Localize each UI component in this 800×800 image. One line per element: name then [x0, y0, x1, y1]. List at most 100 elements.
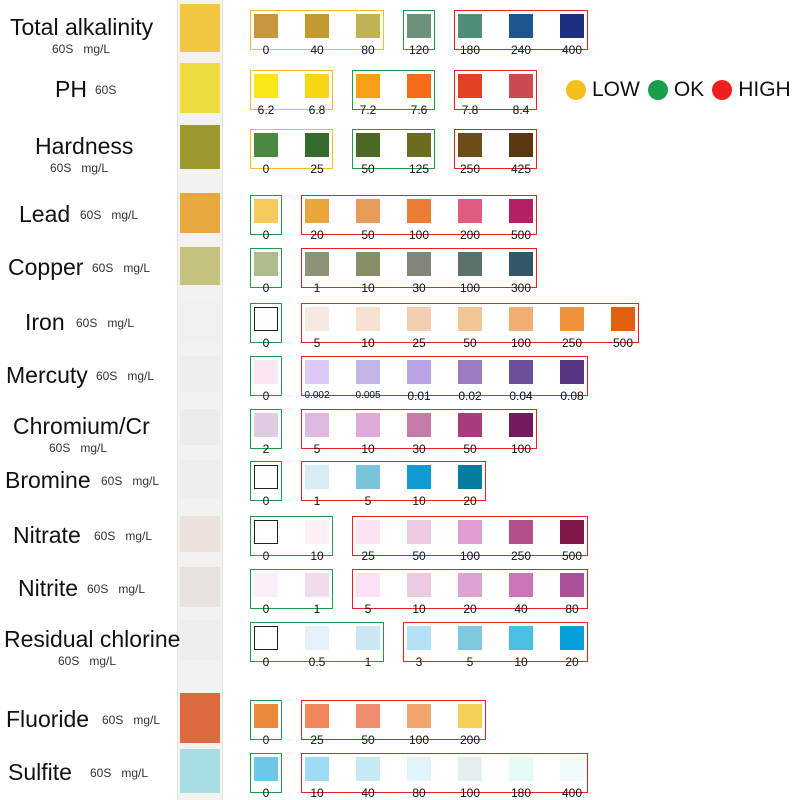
swatch-value: 0: [262, 549, 270, 563]
test-unit: mg/L: [123, 261, 151, 275]
swatch-value: 0: [262, 602, 270, 616]
color-swatch: [356, 520, 380, 544]
swatch-value: 20: [463, 494, 477, 508]
group-high: [454, 129, 537, 169]
swatch-value: 0.005: [355, 390, 381, 401]
color-swatch: [458, 133, 482, 157]
color-swatch: [356, 465, 380, 489]
legend-dot-high: [712, 80, 733, 100]
swatch-value: 20: [565, 655, 579, 669]
test-name: Mercuty: [6, 362, 88, 388]
test-name: Total alkalinity: [10, 14, 154, 40]
test-name: Copper: [8, 254, 84, 280]
group-high: [301, 753, 588, 793]
color-swatch: [305, 199, 329, 223]
swatch-value: 250: [561, 336, 583, 350]
strip-pad: [180, 356, 220, 392]
swatch-value: 0: [262, 655, 270, 669]
color-swatch: [509, 757, 533, 781]
swatch-value: 180: [510, 786, 532, 800]
color-swatch: [407, 704, 431, 728]
swatch-value: 20: [463, 602, 477, 616]
swatch-value: 80: [361, 43, 375, 57]
test-time: 60S: [49, 441, 71, 455]
color-swatch: [305, 360, 329, 384]
strip-pad: [180, 193, 220, 233]
test-name: Bromine: [5, 467, 91, 493]
group-low: [250, 129, 333, 169]
legend-label-high: HIGH: [738, 78, 791, 101]
test-time: 60S: [94, 529, 116, 543]
swatch-value: 200: [459, 733, 481, 747]
color-swatch: [407, 133, 431, 157]
swatch-value: 0: [262, 336, 270, 350]
color-swatch: [305, 14, 329, 38]
color-swatch: [254, 704, 278, 728]
color-swatch: [560, 520, 584, 544]
strip-pad: [180, 693, 220, 743]
test-time-unit: 60S mg/L: [90, 767, 148, 779]
color-swatch: [356, 757, 380, 781]
group-ok: [250, 700, 282, 740]
test-time: 60S: [95, 83, 117, 97]
color-swatch: [305, 74, 329, 98]
group-low: [250, 10, 384, 50]
swatch-value: 1: [364, 655, 372, 669]
color-swatch: [305, 757, 329, 781]
color-swatch: [407, 74, 431, 98]
group-ok: [403, 10, 435, 50]
swatch-value: 50: [412, 549, 426, 563]
color-swatch: [458, 520, 482, 544]
color-swatch: [356, 252, 380, 276]
swatch-value: 100: [510, 336, 532, 350]
swatch-value: 100: [408, 733, 430, 747]
group-ok: [250, 516, 333, 556]
color-swatch: [356, 307, 380, 331]
color-swatch: [458, 757, 482, 781]
color-swatch: [356, 199, 380, 223]
strip-pad: [180, 4, 220, 52]
group-ok: [352, 70, 435, 110]
color-swatch: [458, 307, 482, 331]
strip-pad: [180, 125, 220, 169]
swatch-value: 5: [466, 655, 474, 669]
test-unit: mg/L: [89, 654, 117, 668]
test-time-unit: 60S mg/L: [80, 209, 138, 221]
test-unit: mg/L: [83, 42, 111, 56]
color-swatch: [509, 520, 533, 544]
color-swatch: [560, 573, 584, 597]
color-swatch: [305, 413, 329, 437]
swatch-value: 125: [408, 162, 430, 176]
group-ok: [250, 569, 333, 609]
color-swatch: [407, 199, 431, 223]
swatch-value: 80: [412, 786, 426, 800]
swatch-value: 250: [459, 162, 481, 176]
color-swatch: [560, 757, 584, 781]
swatch-value: 0.02: [458, 389, 482, 403]
group-high: [454, 70, 537, 110]
swatch-value: 0: [262, 494, 270, 508]
color-swatch: [458, 14, 482, 38]
test-time-unit: 60S mg/L: [92, 262, 150, 274]
strip-pad: [180, 567, 220, 607]
swatch-value: 400: [561, 786, 583, 800]
swatch-value: 100: [459, 549, 481, 563]
swatch-value: 400: [561, 43, 583, 57]
swatch-value: 0: [262, 43, 270, 57]
color-swatch: [305, 307, 329, 331]
group-ok: [250, 461, 282, 501]
swatch-value: 240: [510, 43, 532, 57]
test-unit: mg/L: [118, 582, 146, 596]
swatch-value: 30: [412, 281, 426, 295]
strip-pad: [180, 749, 220, 793]
color-swatch: [254, 465, 278, 489]
swatch-value: 0: [262, 162, 270, 176]
swatch-value: 425: [510, 162, 532, 176]
color-swatch: [254, 133, 278, 157]
swatch-value: 50: [463, 336, 477, 350]
swatch-value: 7.8: [461, 103, 479, 117]
color-swatch: [560, 14, 584, 38]
color-swatch: [509, 626, 533, 650]
test-name: Chromium/Cr: [13, 413, 150, 439]
swatch-value: 5: [313, 442, 321, 456]
